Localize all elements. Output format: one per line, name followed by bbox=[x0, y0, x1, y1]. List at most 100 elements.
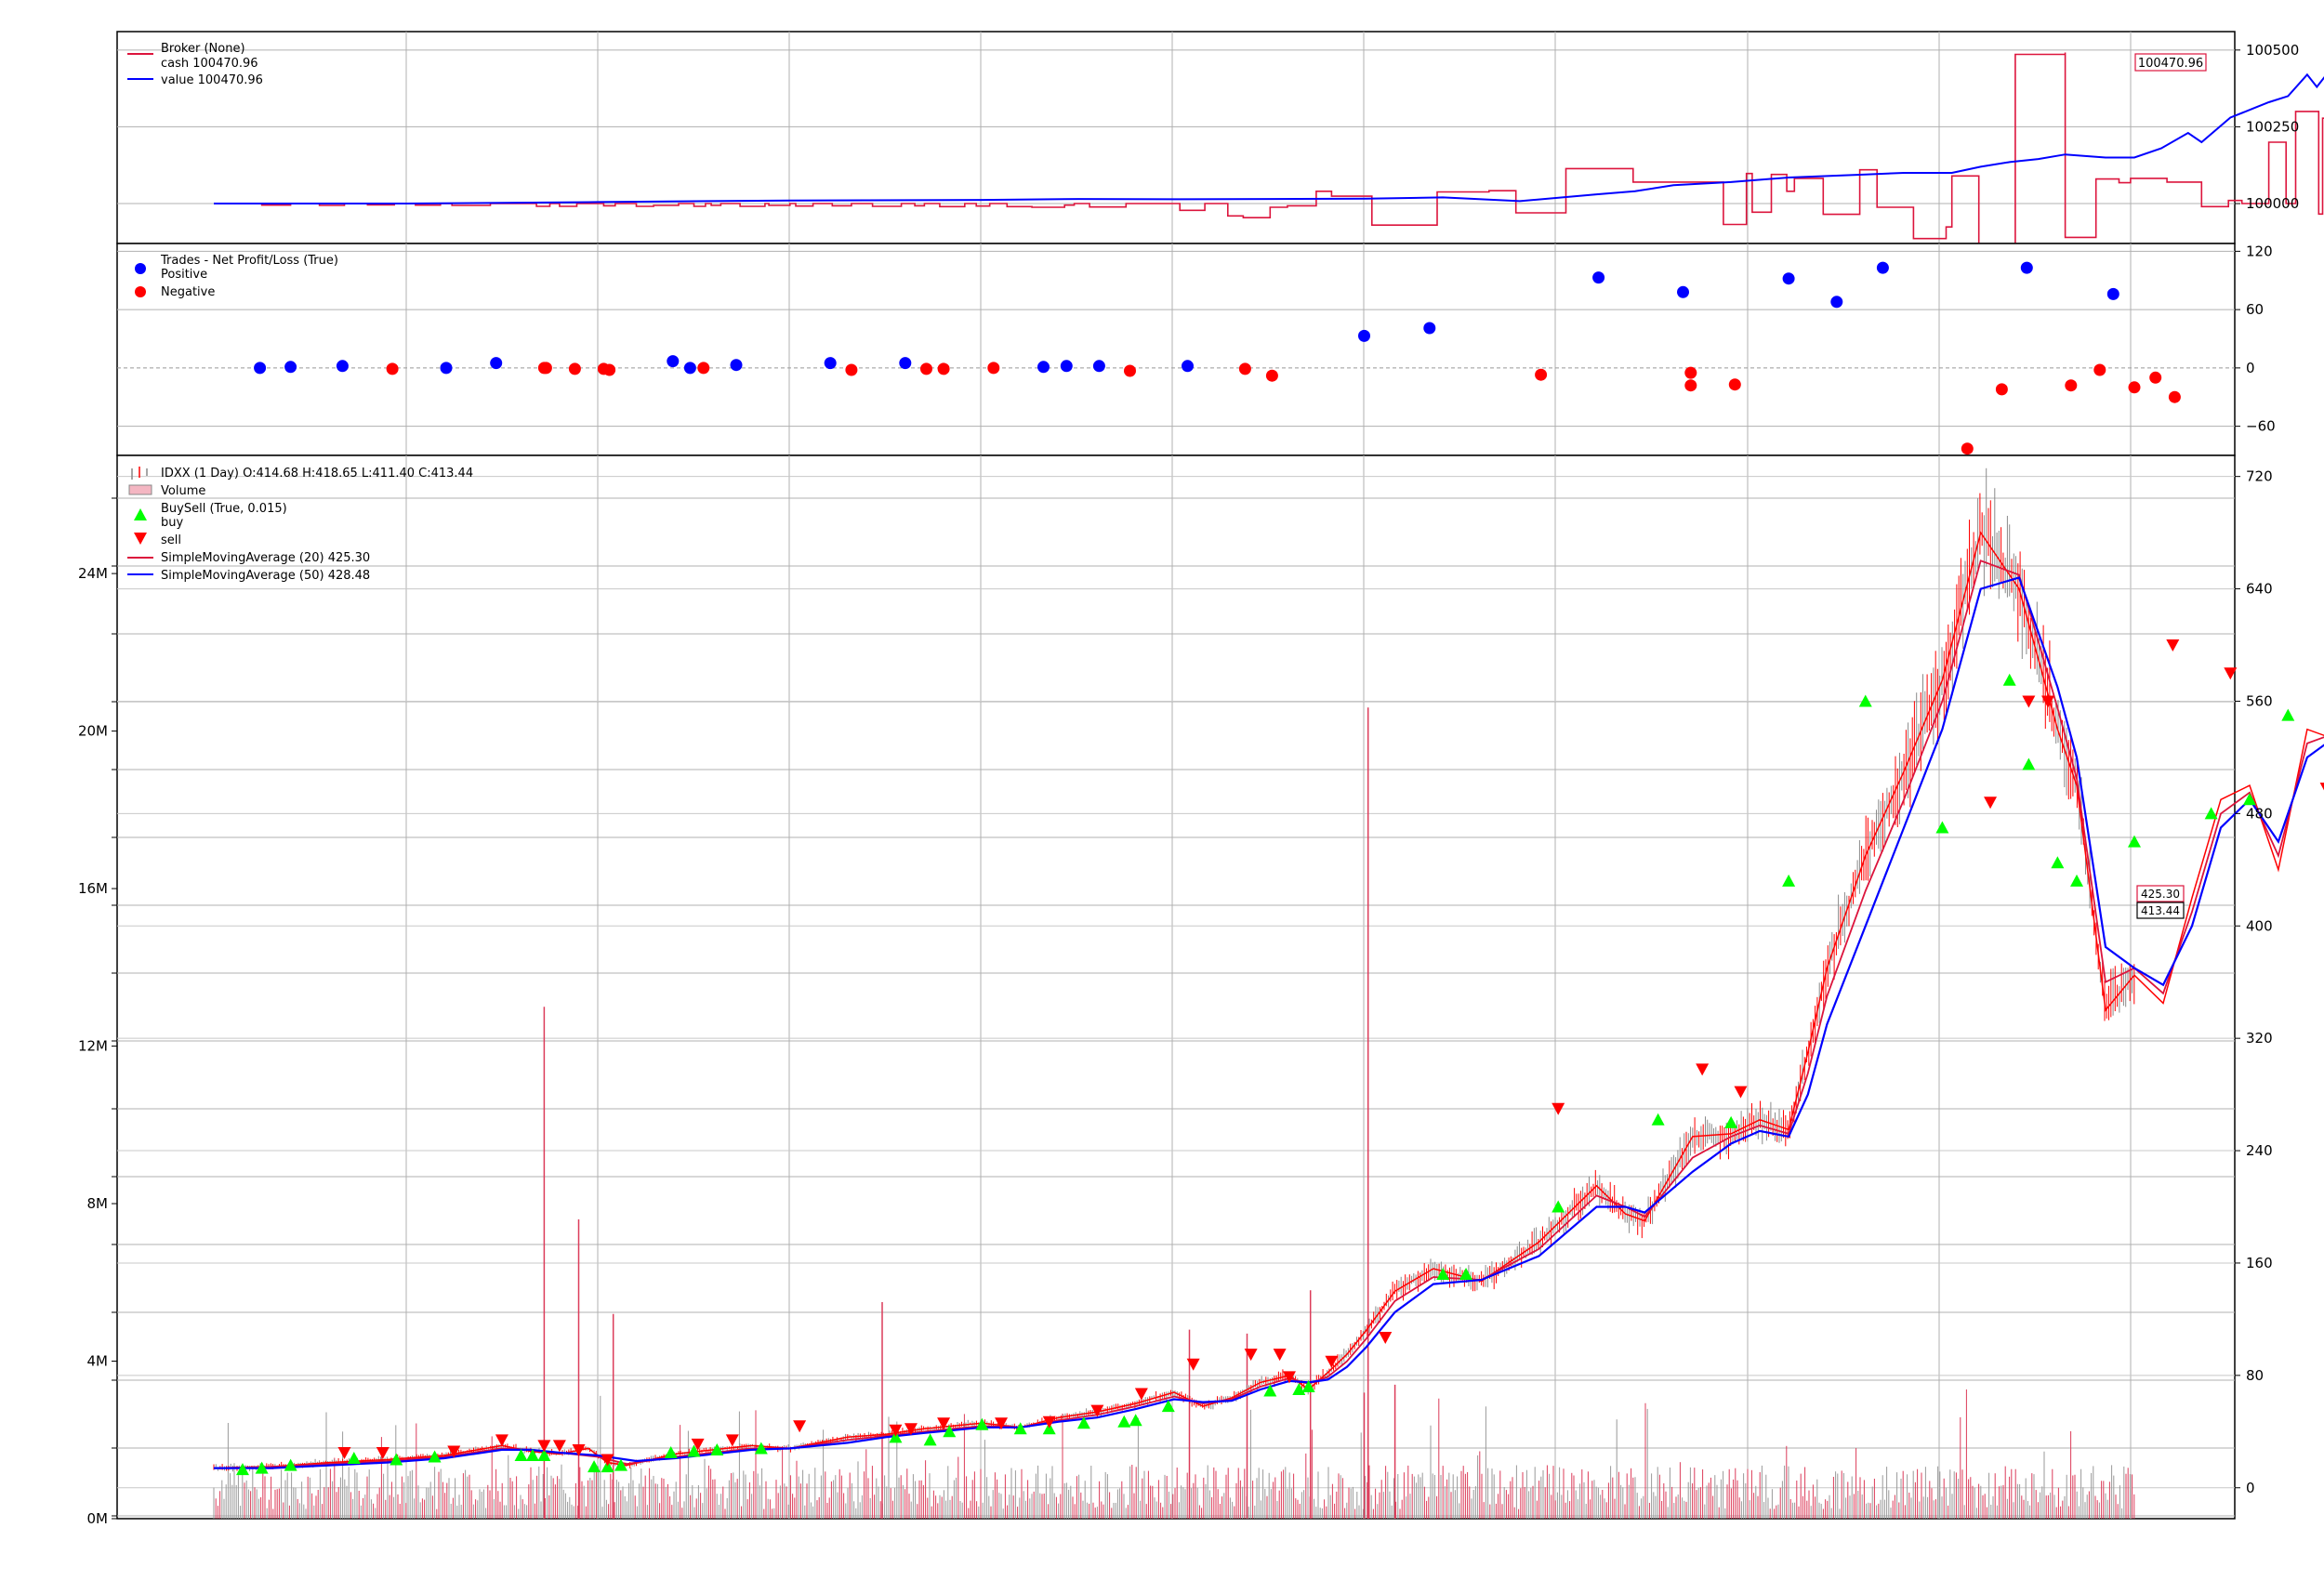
buy-marker bbox=[2022, 757, 2036, 770]
trade-positive-dot bbox=[1592, 271, 1605, 284]
trades-y-axis: −60 0 60 120 bbox=[2235, 243, 2276, 435]
trade-negative-dot bbox=[1535, 368, 1548, 381]
sell-marker bbox=[793, 1420, 807, 1433]
ohlc-legend-label: IDXX (1 Day) O:414.68 H:418.65 L:411.40 … bbox=[161, 467, 473, 481]
trade-positive-dot bbox=[1037, 361, 1050, 374]
buy-marker bbox=[614, 1458, 627, 1471]
sell-marker bbox=[601, 1454, 614, 1467]
sell-marker bbox=[1042, 1415, 1056, 1429]
buy-marker bbox=[428, 1450, 442, 1463]
sell-marker bbox=[1273, 1349, 1287, 1362]
trade-positive-dot bbox=[336, 360, 349, 373]
buy-marker bbox=[390, 1453, 403, 1466]
trade-positive-dot bbox=[683, 362, 696, 375]
broker-axes-frame bbox=[116, 31, 2236, 244]
buy-marker bbox=[710, 1442, 724, 1455]
broker-legend: Broker (None) cash 100470.96 value 10047… bbox=[127, 42, 263, 87]
sell-marker bbox=[1282, 1371, 1296, 1384]
buy-marker bbox=[235, 1463, 249, 1476]
sell-marker bbox=[904, 1423, 918, 1436]
price-axes-frame bbox=[116, 454, 2236, 1520]
trade-negative-dot bbox=[1265, 369, 1278, 382]
sell-marker bbox=[537, 1440, 551, 1453]
trade-negative-dot bbox=[2065, 379, 2078, 392]
buy-marker bbox=[1129, 1414, 1142, 1427]
trade-negative-dot bbox=[920, 362, 932, 375]
buy-marker bbox=[1459, 1268, 1473, 1281]
sell-marker bbox=[572, 1443, 586, 1456]
trade-negative-dot bbox=[2149, 371, 2162, 384]
sma50-line bbox=[214, 576, 2324, 1469]
cash-series-line bbox=[214, 52, 2324, 254]
trade-positive-dot bbox=[2020, 261, 2033, 274]
sell-marker bbox=[447, 1445, 461, 1458]
y-tick-label: 100500 bbox=[2246, 42, 2299, 59]
volume-legend-swatch bbox=[128, 484, 152, 495]
buy-marker bbox=[687, 1444, 701, 1457]
y-tick-label: 16M bbox=[78, 880, 108, 897]
trades-axes-frame bbox=[116, 243, 2236, 456]
trades-legend-negative: Negative bbox=[161, 285, 215, 299]
y-tick-label: 160 bbox=[2246, 1255, 2273, 1271]
broker-panel: 100000 100250 100500 100470.96 Broker (Non… bbox=[116, 31, 2324, 254]
y-tick-label: 100250 bbox=[2246, 118, 2299, 135]
sell-marker bbox=[1325, 1355, 1339, 1368]
buy-marker bbox=[537, 1448, 551, 1461]
price-grid bbox=[112, 455, 2235, 1519]
trades-panel: −60 0 60 120 Trades - Net Profit/Loss (True… bbox=[116, 243, 2276, 456]
y-tick-label: −60 bbox=[2246, 418, 2276, 435]
buy-marker bbox=[1301, 1379, 1315, 1392]
buy-marker bbox=[923, 1433, 937, 1446]
buy-marker bbox=[2204, 807, 2218, 820]
broker-y-axis: 100000 100250 100500 bbox=[2235, 42, 2299, 212]
buy-marker bbox=[754, 1442, 768, 1455]
buy-marker bbox=[1436, 1268, 1450, 1281]
trade-negative-dot bbox=[539, 362, 552, 375]
buy-legend-label: buy bbox=[161, 516, 183, 530]
sma20-last-box bbox=[2136, 885, 2185, 902]
buy-marker bbox=[1782, 874, 1796, 887]
trade-positive-dot bbox=[899, 357, 912, 370]
trade-negative-dot bbox=[568, 362, 581, 375]
trade-positive-dot bbox=[730, 359, 743, 372]
buy-marker bbox=[1263, 1384, 1277, 1397]
buy-marker bbox=[2051, 856, 2065, 869]
trade-positive-dot bbox=[1677, 285, 1689, 298]
trade-negative-dot bbox=[845, 363, 858, 376]
buy-marker bbox=[284, 1458, 297, 1471]
trade-positive-dot bbox=[490, 357, 503, 370]
y-tick-label: 60 bbox=[2246, 301, 2264, 318]
broker-legend-value: value 100470.96 bbox=[161, 73, 263, 87]
ohlc-legend-icon bbox=[131, 467, 148, 480]
sell-legend-swatch bbox=[134, 533, 147, 545]
y-tick-label: 0M bbox=[87, 1510, 109, 1527]
broker-last-value-box bbox=[2134, 53, 2207, 72]
volume-legend-label: Volume bbox=[161, 484, 205, 498]
volume-bars bbox=[213, 707, 2135, 1519]
trade-positive-dot bbox=[1182, 360, 1194, 373]
trade-positive-dot bbox=[254, 362, 267, 375]
buy-marker bbox=[347, 1452, 361, 1465]
y-tick-label: 20M bbox=[78, 723, 108, 740]
sell-marker bbox=[1696, 1063, 1710, 1076]
trades-legend: Trades - Net Profit/Loss (True) Positive… bbox=[135, 254, 338, 299]
y-tick-label: 560 bbox=[2246, 692, 2273, 709]
y-tick-label: 240 bbox=[2246, 1142, 2273, 1159]
y-tick-label: 400 bbox=[2246, 917, 2273, 934]
trade-positive-dot bbox=[667, 355, 680, 368]
close-last-box bbox=[2136, 902, 2185, 919]
trade-negative-dot bbox=[937, 362, 950, 375]
price-last-tags: 425.30 413.44 bbox=[2136, 885, 2185, 919]
buy-marker bbox=[1858, 694, 1872, 707]
sell-marker bbox=[495, 1434, 508, 1447]
buy-marker bbox=[2281, 708, 2295, 721]
buysell-legend-title: BuySell (True, 0.015) bbox=[161, 502, 287, 516]
buy-marker bbox=[889, 1430, 903, 1443]
sell-legend-label: sell bbox=[161, 533, 181, 547]
buy-marker bbox=[2070, 874, 2084, 887]
sell-marker bbox=[995, 1417, 1009, 1430]
y-tick-label: 0 bbox=[2246, 1480, 2255, 1496]
trade-negative-dot bbox=[1684, 379, 1697, 392]
trade-negative-dot bbox=[2168, 390, 2181, 403]
